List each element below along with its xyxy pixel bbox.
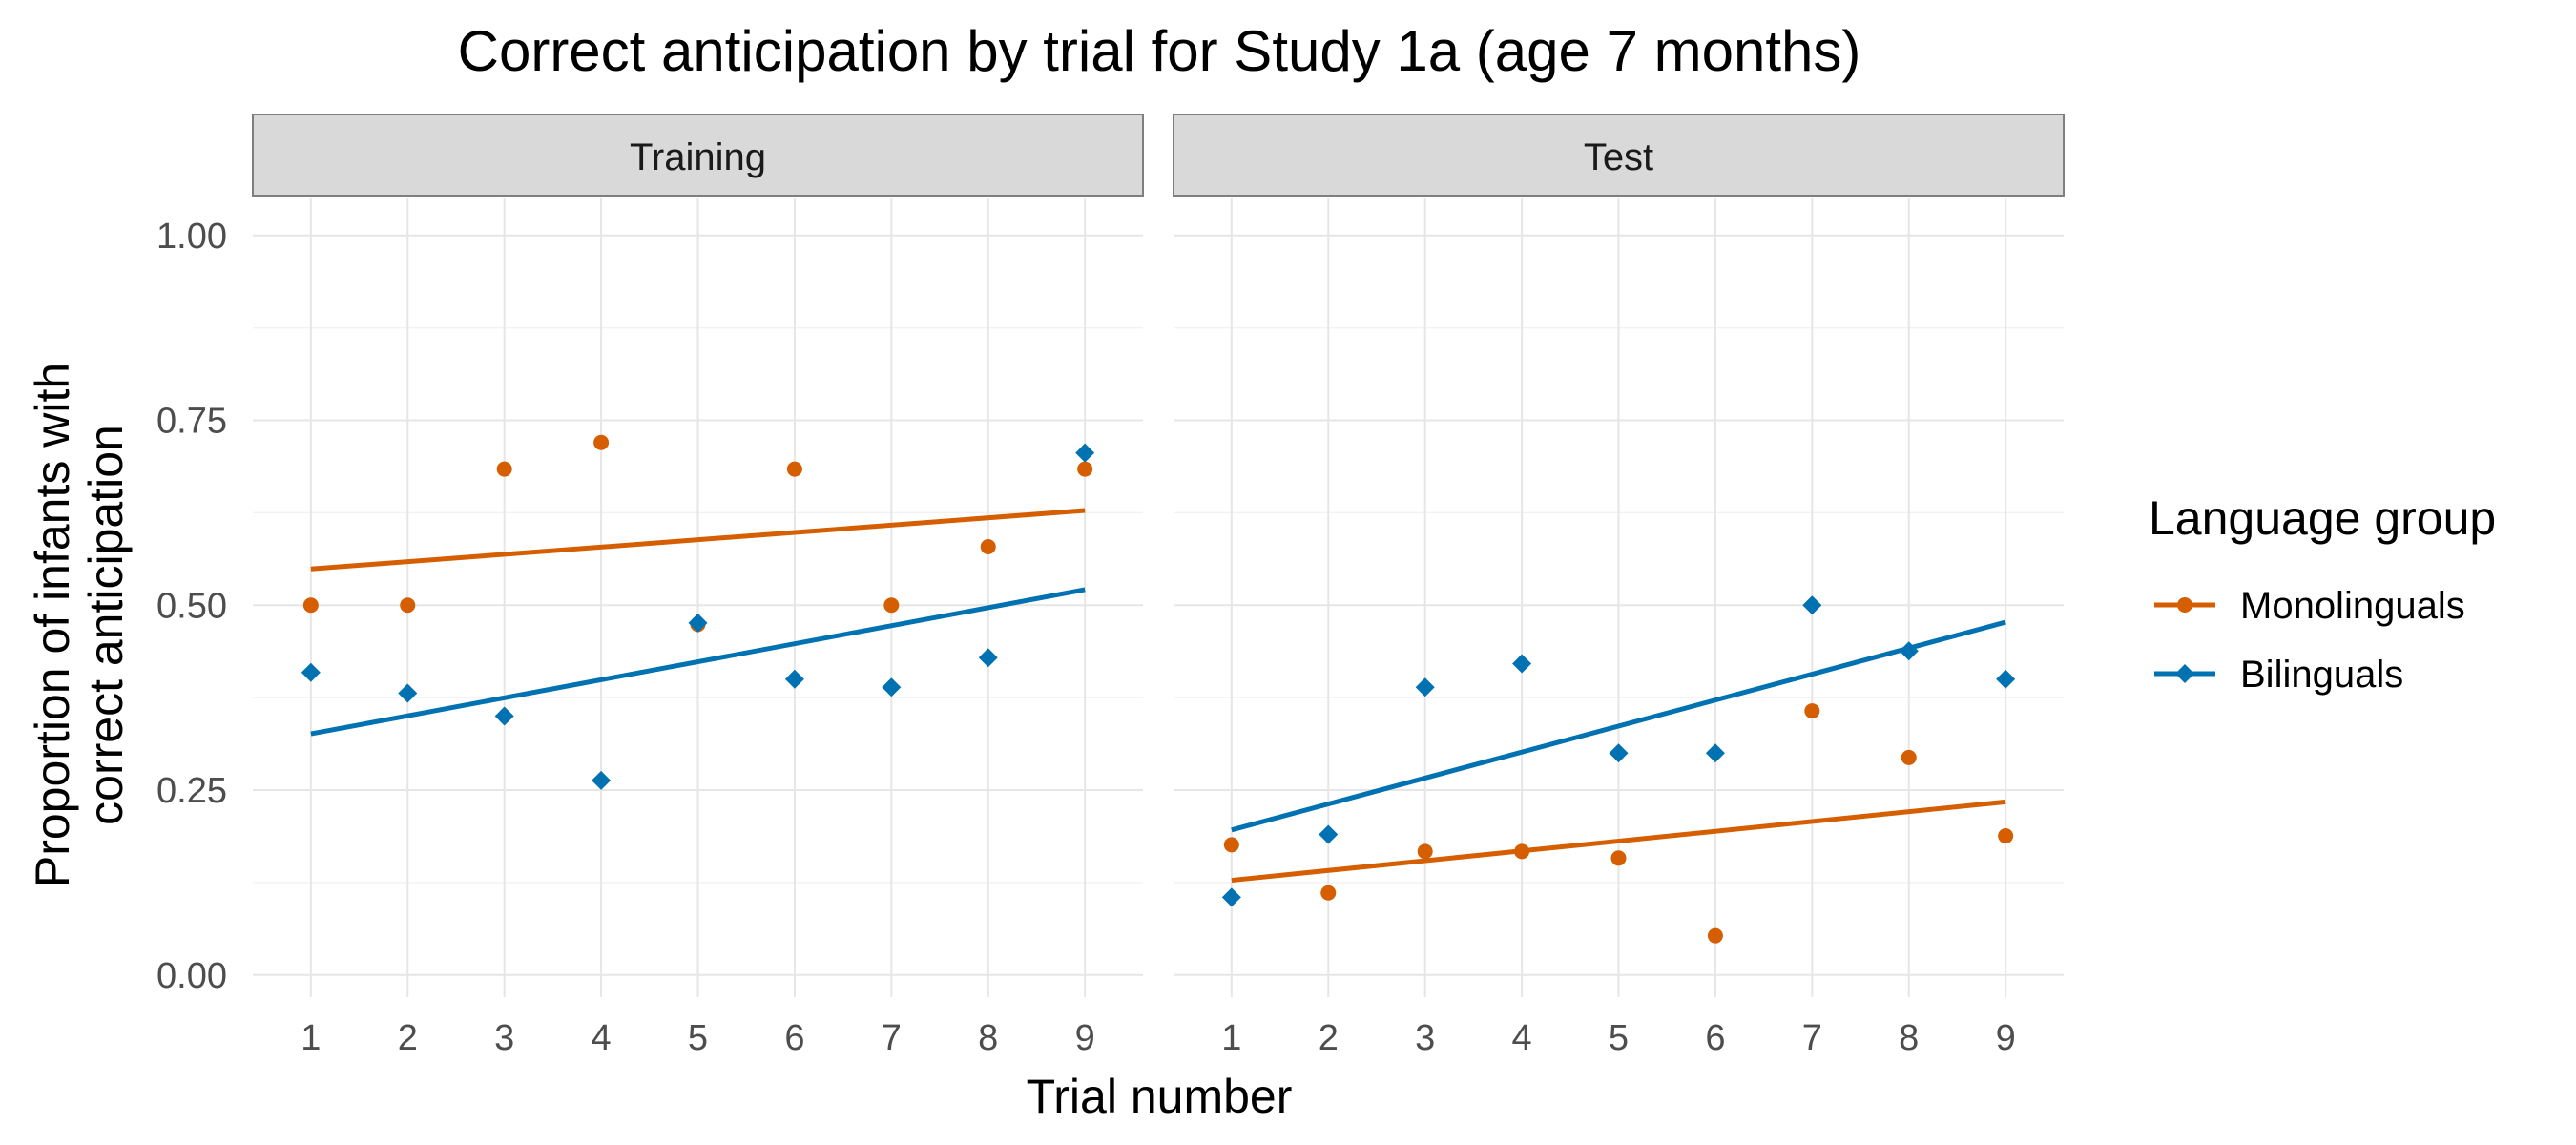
legend: Language group Monolinguals Bilinguals xyxy=(2149,491,2496,696)
x-tick-label: 6 xyxy=(784,1018,804,1058)
data-point xyxy=(1512,654,1532,674)
data-point xyxy=(1707,927,1723,944)
facet-strip-label: Training xyxy=(630,136,766,178)
x-tick-label: 3 xyxy=(1415,1018,1435,1058)
x-tick-label: 5 xyxy=(1609,1018,1629,1058)
data-point xyxy=(496,461,512,477)
data-point xyxy=(302,597,319,614)
data-point xyxy=(1320,885,1337,901)
data-point xyxy=(1223,837,1239,853)
x-tick-label: 5 xyxy=(688,1018,708,1058)
legend-item-bilinguals: Bilinguals xyxy=(2154,654,2403,696)
legend-key-marker xyxy=(2177,597,2192,613)
data-point xyxy=(786,461,802,477)
facet-strip-label: Test xyxy=(1584,136,1653,178)
x-tick-label: 7 xyxy=(1802,1018,1822,1058)
y-tick-label: 0.25 xyxy=(156,771,227,811)
data-point xyxy=(1804,703,1820,719)
y-tick-label: 1.00 xyxy=(156,217,227,257)
y-axis-label-line-1: Proportion of infants with xyxy=(26,363,79,887)
series-bilinguals xyxy=(301,443,1095,790)
data-point xyxy=(1221,887,1241,907)
x-tick-label: 2 xyxy=(1319,1018,1339,1058)
facet-panel-training: Training 1 2 3 4 5 6 7 8 9 0.00 0.25 0.50 0.75 1.00 xyxy=(156,114,1144,1058)
data-point xyxy=(1514,843,1530,860)
data-point xyxy=(494,706,514,726)
data-point xyxy=(980,539,996,555)
x-tick-label: 1 xyxy=(1221,1018,1241,1058)
data-point xyxy=(882,677,902,697)
legend-title: Language group xyxy=(2149,491,2496,545)
x-tick-label: 8 xyxy=(978,1018,998,1058)
legend-item-monolinguals: Monolinguals xyxy=(2154,585,2465,627)
data-point xyxy=(1705,743,1725,763)
data-point xyxy=(688,613,708,633)
x-tick-label: 2 xyxy=(398,1018,418,1058)
facet-strip xyxy=(1173,114,2065,197)
x-tick-label: 1 xyxy=(301,1018,321,1058)
x-tick-label: 7 xyxy=(882,1018,902,1058)
facet-strip xyxy=(252,114,1144,197)
data-point xyxy=(1077,461,1093,477)
y-tick-label: 0.50 xyxy=(156,586,227,626)
x-tick-label: 6 xyxy=(1705,1018,1725,1058)
data-point xyxy=(301,662,321,682)
series-bilinguals xyxy=(1221,595,2016,907)
data-point xyxy=(1415,677,1435,697)
y-axis-label-line-2: correct anticipation xyxy=(79,425,133,825)
x-tick-label: 4 xyxy=(1512,1018,1532,1058)
data-point xyxy=(592,770,612,790)
trend-line xyxy=(310,508,1086,572)
data-point xyxy=(1899,641,1919,661)
x-axis-label: Trial number xyxy=(1027,1070,1293,1123)
data-point xyxy=(1998,828,2014,844)
facet-panel-test: Test 1 2 3 4 5 6 7 8 9 xyxy=(1173,114,2065,1058)
data-point xyxy=(784,669,804,689)
data-point xyxy=(593,434,610,450)
legend-label: Monolinguals xyxy=(2240,585,2465,627)
trend-line xyxy=(310,587,1086,737)
x-tick-label: 8 xyxy=(1899,1018,1919,1058)
data-point xyxy=(398,683,418,703)
x-tick-label: 9 xyxy=(1996,1018,2016,1058)
facet-panels: Training 1 2 3 4 5 6 7 8 9 0.00 0.25 0.50 0.75 1.00 Tes… xyxy=(156,114,2065,1058)
data-point xyxy=(400,597,416,614)
y-tick-label: 0.00 xyxy=(156,956,227,996)
data-point xyxy=(1609,743,1629,763)
trend-line xyxy=(1231,619,2006,833)
trend-line xyxy=(1231,799,2006,884)
series-monolinguals xyxy=(1223,703,2014,944)
legend-label: Bilinguals xyxy=(2240,654,2403,696)
data-point xyxy=(1610,850,1627,866)
data-point xyxy=(1802,595,1822,615)
y-tick-label: 0.75 xyxy=(156,402,227,442)
data-point xyxy=(883,597,900,614)
data-point xyxy=(978,648,998,668)
data-point xyxy=(1996,669,2016,689)
data-point xyxy=(1417,843,1433,860)
data-point xyxy=(1901,749,1917,765)
data-point xyxy=(1075,443,1095,463)
legend-key-marker xyxy=(2175,664,2194,683)
y-axis-label: Proportion of infants with correct antic… xyxy=(26,363,133,887)
x-tick-label: 3 xyxy=(494,1018,514,1058)
chart-title: Correct anticipation by trial for Study … xyxy=(458,19,1861,83)
x-tick-label: 9 xyxy=(1075,1018,1095,1058)
x-tick-label: 4 xyxy=(592,1018,612,1058)
data-point xyxy=(1319,824,1339,844)
